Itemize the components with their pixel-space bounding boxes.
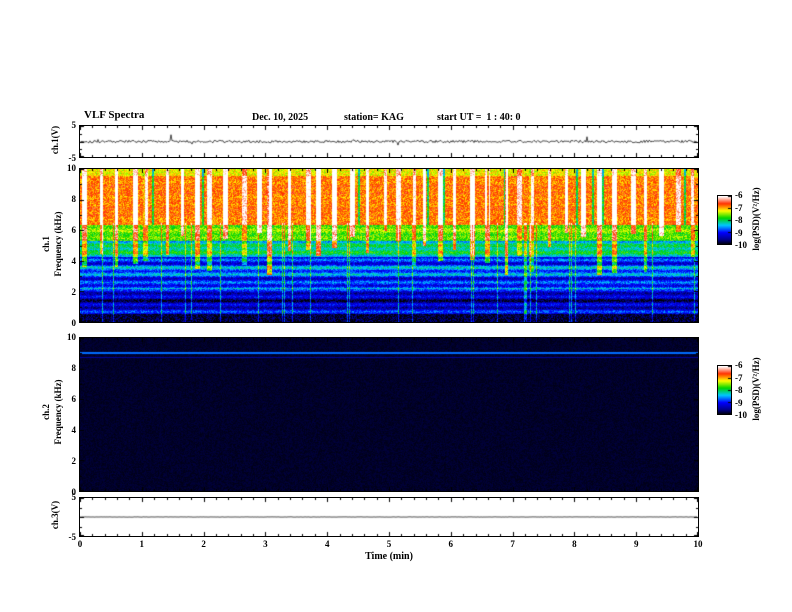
ch1-spectrogram-panel xyxy=(79,168,699,323)
y-tick-label: 2 xyxy=(71,287,77,297)
colorbar-tick-label: -9 xyxy=(735,227,743,238)
x-tick-label: 2 xyxy=(201,539,206,549)
ch2-spectrogram-canvas xyxy=(80,338,698,491)
y-tick-label: 10 xyxy=(67,163,76,173)
colorbar-tick-label: -7 xyxy=(735,202,743,213)
y-tick-label: 4 xyxy=(71,256,77,266)
x-tick-label: 3 xyxy=(263,539,268,549)
x-tick-label: 6 xyxy=(448,539,454,549)
y-tick-label: 8 xyxy=(71,363,77,373)
x-tick-label: 7 xyxy=(510,539,515,549)
colorbar-tick-label: -6 xyxy=(735,190,743,200)
colorbar-ch1 xyxy=(717,195,732,245)
y-tick-label: 0 xyxy=(71,487,77,497)
colorbar-tick-label: -7 xyxy=(735,372,743,383)
y-tick-label: 2 xyxy=(71,456,77,466)
y-tick-label: -5 xyxy=(68,153,77,163)
colorbar-tick-label: -8 xyxy=(735,215,743,225)
ch2-spectrogram-panel xyxy=(79,337,699,492)
ch3-waveform-ylabel: ch.3(V) xyxy=(50,500,60,530)
colorbar-ch2-canvas xyxy=(718,366,731,414)
x-tick-label: 0 xyxy=(77,539,83,549)
station-label: station= KAG xyxy=(344,112,404,123)
x-tick-label: 9 xyxy=(633,539,639,549)
y-tick-label: 5 xyxy=(71,120,77,130)
ch1-waveform-canvas xyxy=(80,126,698,157)
ch1-spec-channel-label: ch.1 xyxy=(41,236,51,252)
colorbar-tick-label: -10 xyxy=(735,240,747,250)
y-tick-label: 6 xyxy=(71,394,77,404)
y-tick-label: 0 xyxy=(71,318,77,328)
x-tick-label: 1 xyxy=(139,539,145,549)
colorbar-tick-label: -6 xyxy=(735,360,743,370)
ch3-waveform-panel xyxy=(79,497,699,537)
y-tick-label: -5 xyxy=(68,532,77,542)
x-tick-label: 8 xyxy=(572,539,577,549)
start-ut-label: start UT = 1 : 40: 0 xyxy=(437,112,521,123)
colorbar-ch1-canvas xyxy=(718,196,731,244)
colorbar-tick-label: -8 xyxy=(735,385,743,395)
x-tick-label: 4 xyxy=(324,539,330,549)
colorbar-tick-label: -10 xyxy=(735,410,747,420)
y-tick-label: 5 xyxy=(71,492,77,502)
y-tick-label: 8 xyxy=(71,194,77,204)
x-tick-label: 5 xyxy=(386,539,392,549)
ch1-waveform-panel xyxy=(79,125,699,158)
ch3-waveform-canvas xyxy=(80,498,698,536)
y-tick-label: 10 xyxy=(67,332,76,342)
plot-title: VLF Spectra xyxy=(84,109,145,121)
x-tick-label: 10 xyxy=(693,539,703,549)
ch1-spectrogram-canvas xyxy=(80,169,698,322)
y-tick-label: 4 xyxy=(71,425,77,435)
date-label: Dec. 10, 2025 xyxy=(252,112,309,123)
y-tick-label: 6 xyxy=(71,225,77,235)
colorbar-tick-label: -9 xyxy=(735,397,743,408)
x-axis-title: Time (min) xyxy=(365,551,413,562)
colorbar-ch2 xyxy=(717,365,732,415)
